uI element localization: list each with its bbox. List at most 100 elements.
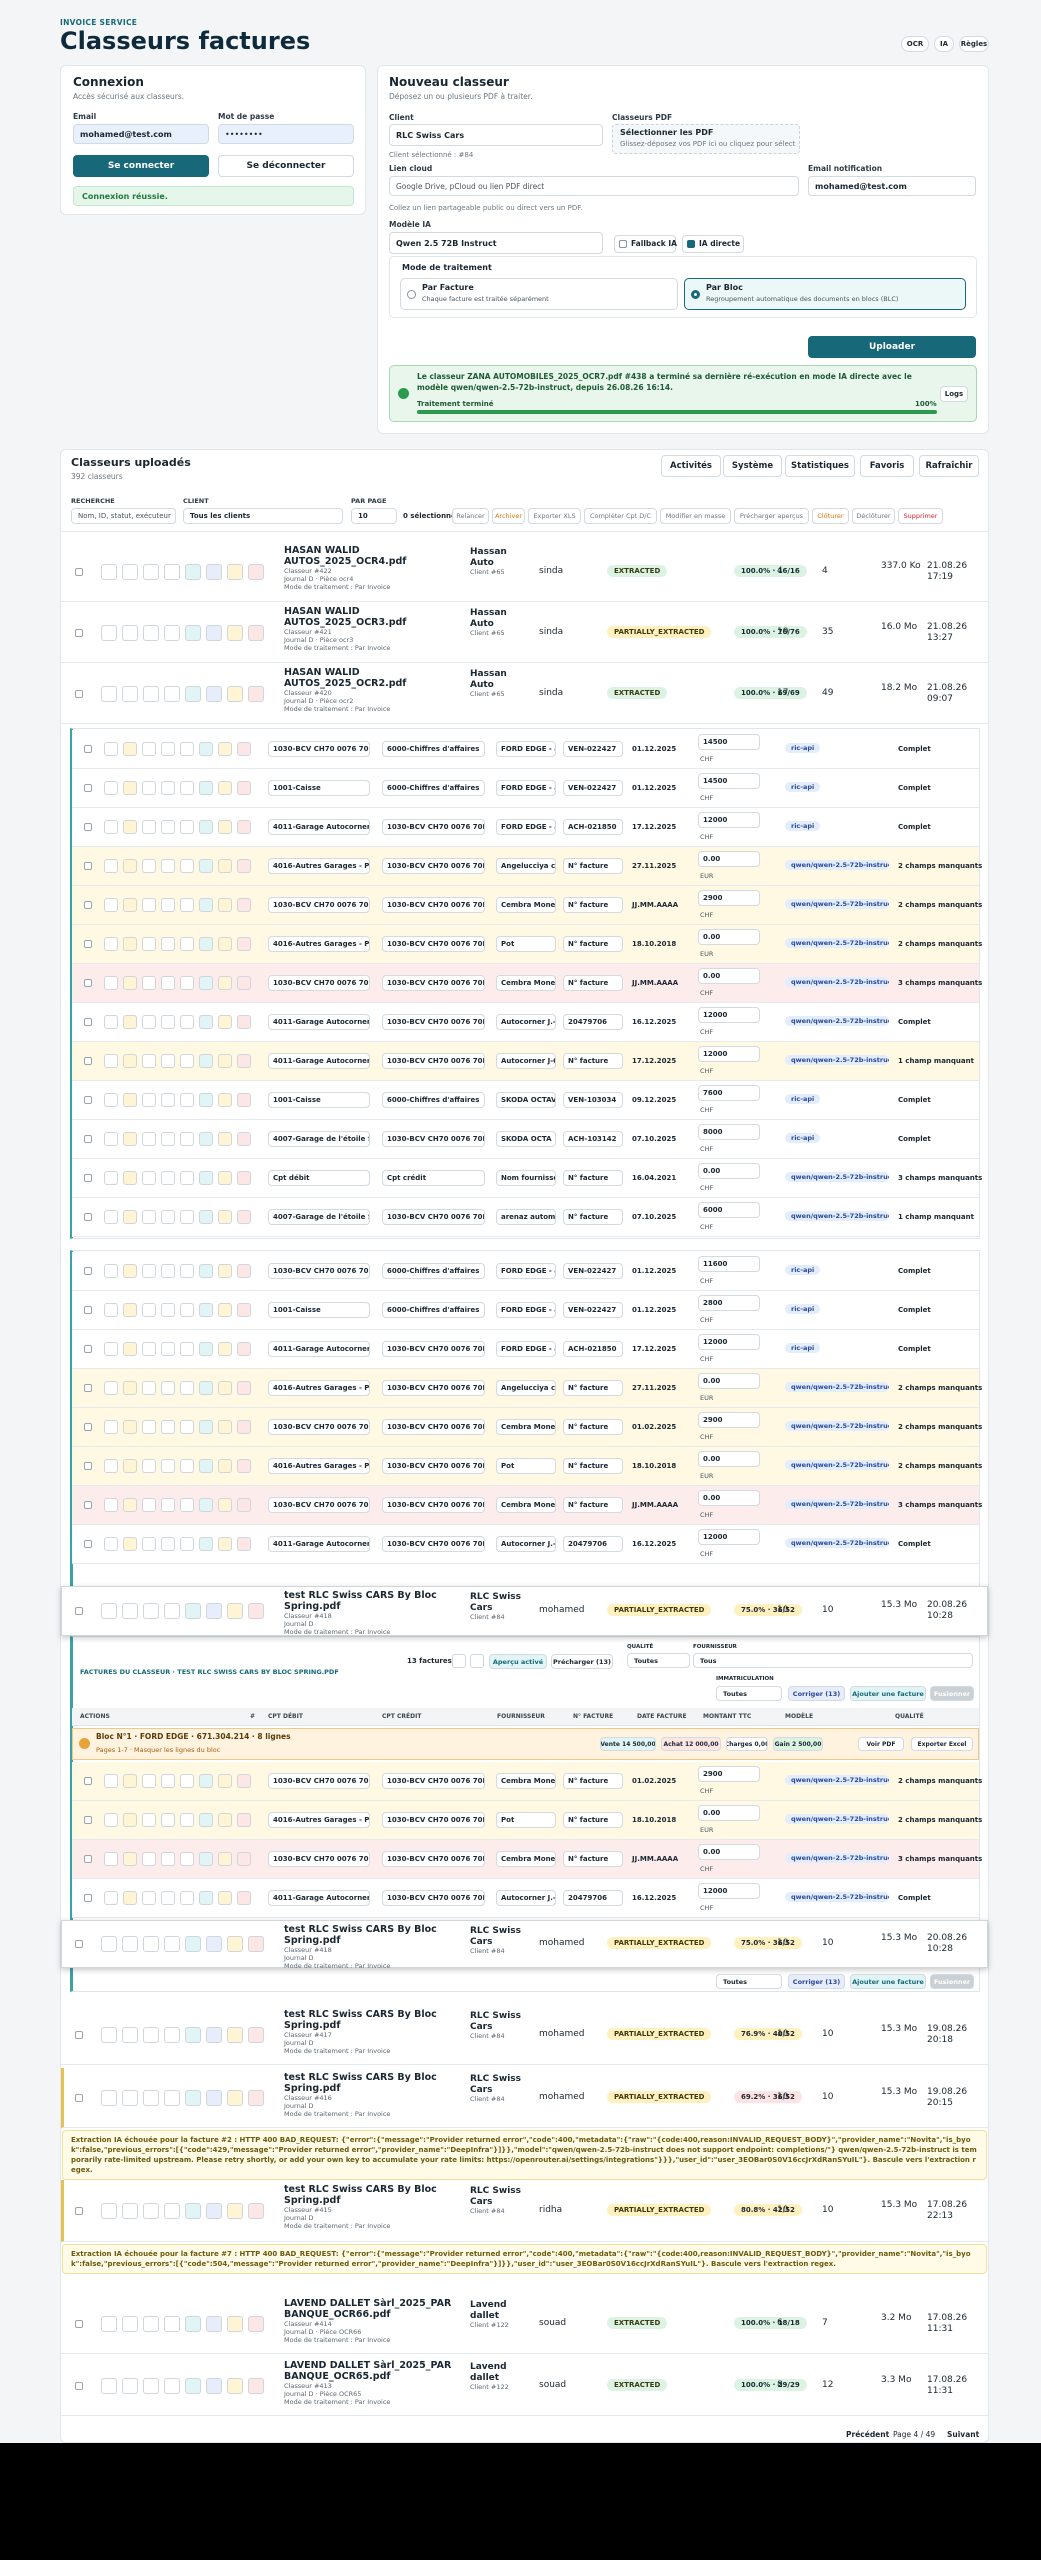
action-icon[interactable]: [161, 1015, 175, 1029]
action-icon[interactable]: [180, 1774, 194, 1788]
fallback-toggle[interactable]: [614, 235, 676, 253]
checkbox[interactable]: [84, 1135, 92, 1143]
invoice-number-input[interactable]: VEN-022427: [563, 741, 623, 757]
action-icon[interactable]: [199, 1093, 213, 1107]
amount-input[interactable]: 0.00: [698, 1163, 760, 1179]
action-icon[interactable]: [123, 742, 137, 756]
action-icon[interactable]: [218, 1210, 232, 1224]
action-icon[interactable]: [248, 1603, 264, 1619]
action-icon[interactable]: [237, 820, 251, 834]
action-icon[interactable]: [142, 1459, 156, 1473]
invoice-number-input[interactable]: N° facture: [563, 1053, 623, 1069]
amount-input[interactable]: 11600: [698, 1256, 760, 1272]
action-icon[interactable]: [142, 1381, 156, 1395]
action-icon[interactable]: [104, 1054, 118, 1068]
action-icon[interactable]: [237, 1171, 251, 1185]
bloc-amount[interactable]: Vente 14 500,00: [600, 1737, 656, 1751]
mode-option[interactable]: [400, 278, 678, 310]
credit-input[interactable]: 1030-BCV CH70 0076 70I: [382, 1380, 485, 1396]
supplier-input[interactable]: Cembra Money: [496, 1419, 556, 1435]
add-button[interactable]: Ajouter une facture: [850, 1974, 926, 1989]
debit-input[interactable]: 4011-Garage Autocorner -: [268, 1014, 370, 1030]
action-icon[interactable]: [218, 1813, 232, 1827]
action-icon[interactable]: [122, 2378, 138, 2394]
action-icon[interactable]: [199, 1264, 213, 1278]
action-icon[interactable]: [104, 1459, 118, 1473]
bulk-action[interactable]: Relancer: [452, 508, 489, 524]
checkbox[interactable]: [619, 240, 627, 248]
checkbox[interactable]: [75, 1607, 83, 1615]
action-icon[interactable]: [123, 1132, 137, 1146]
action-icon[interactable]: [248, 2378, 264, 2394]
action-icon[interactable]: [161, 1054, 175, 1068]
action-icon[interactable]: [123, 1264, 137, 1278]
action-icon[interactable]: [218, 1891, 232, 1905]
action-icon[interactable]: [237, 1774, 251, 1788]
credit-input[interactable]: 1030-BCV CH70 0076 70I: [382, 1536, 485, 1552]
action-icon[interactable]: [180, 1813, 194, 1827]
debit-input[interactable]: Cpt débit: [268, 1170, 370, 1186]
action-icon[interactable]: [123, 1093, 137, 1107]
credit-input[interactable]: 1030-BCV CH70 0076 70I: [382, 1053, 485, 1069]
action-icon[interactable]: [227, 2316, 243, 2332]
action-icon[interactable]: [218, 1342, 232, 1356]
bulk-action[interactable]: Modifier en masse: [660, 508, 731, 524]
debit-input[interactable]: 4007-Garage de l'étoile Sr: [268, 1209, 370, 1225]
action-icon[interactable]: [164, 2378, 180, 2394]
checkbox[interactable]: [84, 940, 92, 948]
action-icon[interactable]: [104, 859, 118, 873]
supplier-input[interactable]: Pot: [496, 1812, 556, 1828]
invoice-number-input[interactable]: 20479706: [563, 1890, 623, 1906]
amount-input[interactable]: 12000: [698, 1529, 760, 1545]
action-icon[interactable]: [199, 1132, 213, 1146]
credit-input[interactable]: 6000-Chiffres d'affaires: [382, 1263, 485, 1279]
credit-input[interactable]: 1030-BCV CH70 0076 70I: [382, 1812, 485, 1828]
supplier-input[interactable]: Autocorner J.-C: [496, 1536, 556, 1552]
action-icon[interactable]: [218, 781, 232, 795]
invoice-number-input[interactable]: N° facture: [563, 858, 623, 874]
debit-input[interactable]: 4007-Garage de l'étoile Sr: [268, 1131, 370, 1147]
debit-input[interactable]: 1030-BCV CH70 0076 70I: [268, 1263, 370, 1279]
checkbox[interactable]: [84, 901, 92, 909]
invoice-number-input[interactable]: ACH-103142: [563, 1131, 623, 1147]
action-icon[interactable]: [122, 2027, 138, 2043]
action-icon[interactable]: [180, 1381, 194, 1395]
amount-input[interactable]: 0.00: [698, 1844, 760, 1860]
amount-input[interactable]: 0.00: [698, 929, 760, 945]
supplier-input[interactable]: FORD EDGE - a: [496, 819, 556, 835]
action-icon[interactable]: [104, 1264, 118, 1278]
action-icon[interactable]: [143, 2316, 159, 2332]
action-icon[interactable]: [142, 898, 156, 912]
action-icon[interactable]: [248, 2316, 264, 2332]
action-icon[interactable]: [180, 1852, 194, 1866]
action-icon[interactable]: [218, 1303, 232, 1317]
action-icon[interactable]: [161, 976, 175, 990]
action-icon[interactable]: [161, 1813, 175, 1827]
action-icon[interactable]: [180, 1420, 194, 1434]
action-icon[interactable]: [206, 2378, 222, 2394]
invoice-number-input[interactable]: N° facture: [563, 975, 623, 991]
action-icon[interactable]: [206, 1603, 222, 1619]
fix-button[interactable]: Corriger (13): [788, 1974, 845, 1989]
supplier-input[interactable]: Cembra Money: [496, 897, 556, 913]
action-icon[interactable]: [180, 898, 194, 912]
action-icon[interactable]: [180, 1498, 194, 1512]
action-icon[interactable]: [142, 1054, 156, 1068]
action-icon[interactable]: [143, 1936, 159, 1952]
fix-button[interactable]: Corriger (13): [788, 1686, 845, 1701]
action-icon[interactable]: [227, 685, 243, 702]
amount-input[interactable]: 2800: [698, 1295, 760, 1311]
action-icon[interactable]: [227, 1936, 243, 1952]
action-icon[interactable]: [199, 976, 213, 990]
action-icon[interactable]: [104, 1171, 118, 1185]
action-icon[interactable]: [104, 1852, 118, 1866]
action-icon[interactable]: [218, 1459, 232, 1473]
debit-input[interactable]: 1030-BCV CH70 0076 70I: [268, 1851, 370, 1867]
action-icon[interactable]: [164, 2316, 180, 2332]
action-icon[interactable]: [227, 1603, 243, 1619]
debit-input[interactable]: 4016-Autres Garages - Pn: [268, 858, 370, 874]
action-icon[interactable]: [164, 685, 180, 702]
debit-input[interactable]: 4011-Garage Autocorner -: [268, 819, 370, 835]
action-icon[interactable]: [199, 820, 213, 834]
action-icon[interactable]: [123, 1498, 137, 1512]
